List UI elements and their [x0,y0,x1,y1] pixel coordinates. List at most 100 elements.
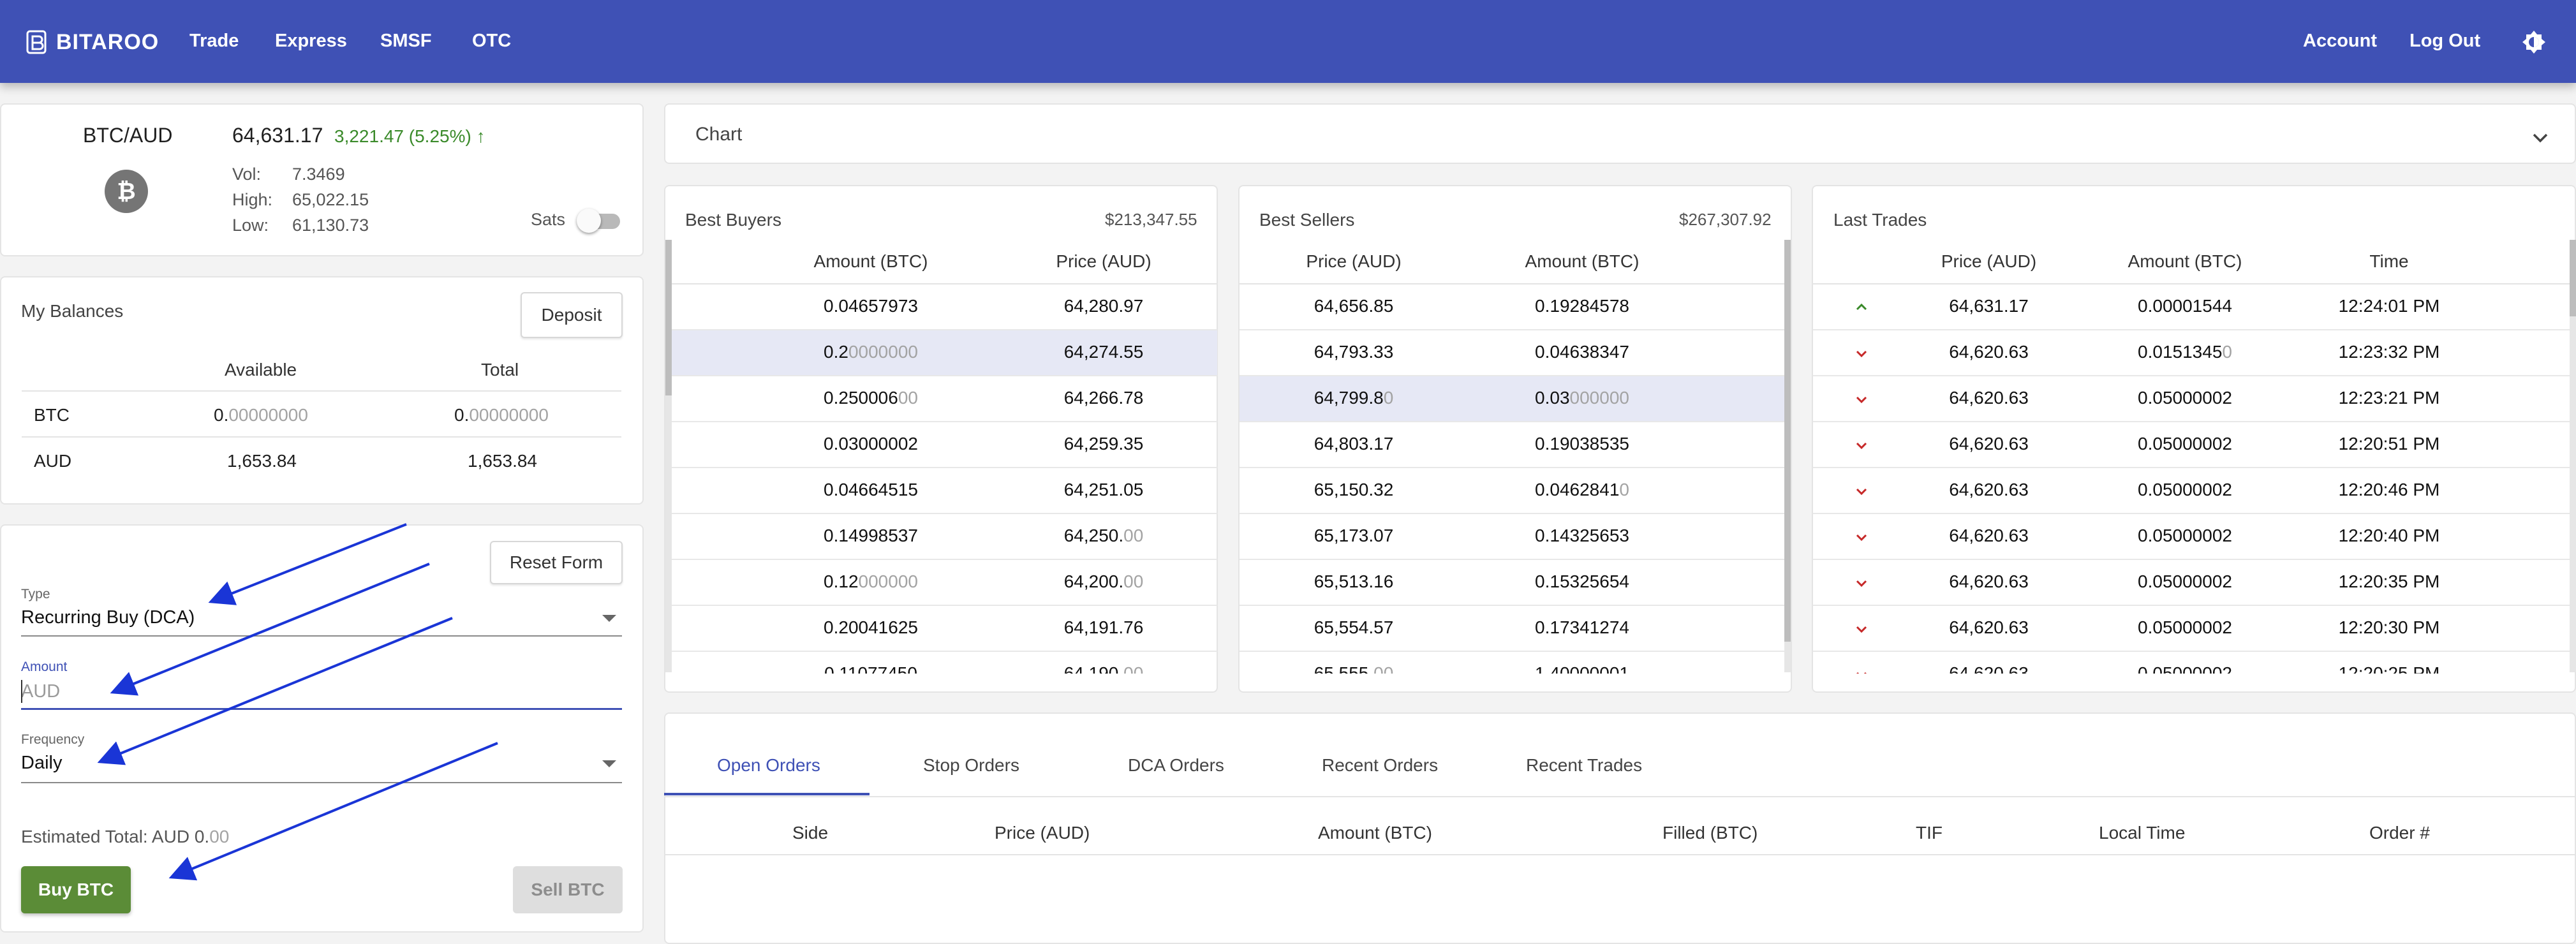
balances-row-divider [22,436,621,438]
orders-local-time-header[interactable]: Local Time [2099,823,2186,843]
nav-trade[interactable]: Trade [189,31,239,51]
best-buyers-title: Best Buyers [685,210,781,230]
trade-row[interactable]: 64,620.63 0.05000002 12:20:25 PM [1813,652,2570,674]
buyer-row[interactable]: 0.20000000 64,274.55 [671,330,1217,376]
trade-time: 12:23:21 PM [2338,388,2440,408]
buyer-row[interactable]: 0.25000600 64,266.78 [671,376,1217,422]
seller-row[interactable]: 64,656.85 0.19284578 [1240,284,1785,330]
tab-recent-trades[interactable]: Recent Trades [1526,755,1643,775]
orders-tif-header[interactable]: TIF [1916,823,1943,843]
tab-open-orders[interactable]: Open Orders [717,755,820,775]
trade-time: 12:20:46 PM [2338,480,2440,499]
best-buyers-total: $213,347.55 [1105,210,1197,229]
trade-row[interactable]: 64,620.63 0.05000002 12:20:40 PM [1813,514,2570,560]
buyers-amount-header[interactable]: Amount (BTC) [813,251,928,271]
type-dropdown-caret-icon[interactable] [602,615,616,622]
buyer-row[interactable]: 0.20041625 64,191.76 [671,606,1217,652]
buyers-scrollbar-thumb[interactable] [665,240,672,395]
buyer-row[interactable]: 0.04664515 64,251.05 [671,468,1217,514]
trade-row[interactable]: 64,620.63 0.05000002 12:20:35 PM [1813,560,2570,606]
balances-title: My Balances [21,301,124,321]
deposit-button[interactable]: Deposit [521,292,623,338]
seller-row[interactable]: 64,793.33 0.04638347 [1240,330,1785,376]
type-select-value[interactable]: Recurring Buy (DCA) [21,607,195,628]
seller-row[interactable]: 65,554.57 0.17341274 [1240,606,1785,652]
tab-dca-orders[interactable]: DCA Orders [1128,755,1224,775]
buyer-row[interactable]: 0.12000000 64,200.00 [671,560,1217,606]
estimated-total: Estimated Total: AUD 0.00 [21,827,230,846]
nav-express[interactable]: Express [275,31,347,51]
tabs-divider [665,796,2576,797]
seller-amount: 0.04628410 [1535,480,1629,499]
nav-smsf[interactable]: SMSF [380,31,432,51]
nav-account[interactable]: Account [2303,31,2377,51]
trade-row[interactable]: 64,620.63 0.05000002 12:23:21 PM [1813,376,2570,422]
seller-row[interactable]: 65,513.16 0.15325654 [1240,560,1785,606]
buyer-row[interactable]: 0.14998537 64,250.00 [671,514,1217,560]
chevron-down-icon[interactable] [2530,128,2550,148]
trades-time-header: Time [2369,251,2409,271]
seller-amount: 0.04638347 [1535,342,1629,362]
seller-row[interactable]: 65,555.00 1.40000001 [1240,652,1785,674]
trade-row[interactable]: 64,620.63 0.01513450 12:23:32 PM [1813,330,2570,376]
buyers-scrollbar-track[interactable] [665,240,672,672]
buyer-row[interactable]: 0.04657973 64,280.97 [671,284,1217,330]
reset-form-button[interactable]: Reset Form [490,541,623,584]
buyer-row[interactable]: 0.03000002 64,259.35 [671,422,1217,468]
seller-amount: 0.17341274 [1535,617,1629,637]
trade-row[interactable]: 64,620.63 0.05000002 12:20:46 PM [1813,468,2570,514]
brand-name: BITAROO [56,29,159,54]
seller-row[interactable]: 65,173.07 0.14325653 [1240,514,1785,560]
volume-value: 7.3469 [292,165,345,184]
sellers-scrollbar-thumb[interactable] [1784,240,1791,642]
sellers-amount-header[interactable]: Amount (BTC) [1525,251,1640,271]
seller-row[interactable]: 65,150.32 0.04628410 [1240,468,1785,514]
brand-logo[interactable]: BITAROO [26,28,159,56]
amount-input[interactable] [21,679,614,704]
trade-time: 12:20:40 PM [2338,526,2440,545]
chart-panel[interactable] [664,103,2576,164]
seller-amount: 0.03000000 [1535,388,1629,408]
trade-amount: 0.05000002 [2138,617,2232,637]
sell-btc-button[interactable]: Sell BTC [513,866,623,913]
trades-rows: 64,631.17 0.00001544 12:24:01 PM 64,620.63 0… [1813,284,2570,674]
trade-time: 12:23:32 PM [2338,342,2440,362]
trade-row[interactable]: 64,631.17 0.00001544 12:24:01 PM [1813,284,2570,330]
theme-toggle-icon[interactable] [2521,29,2547,55]
trade-row[interactable]: 64,620.63 0.05000002 12:20:30 PM [1813,606,2570,652]
arrow-up-icon: ↑ [476,126,485,146]
orders-amount-header[interactable]: Amount (BTC) [1318,823,1432,843]
buyer-row[interactable]: 0.11077450 64,190.00 [671,652,1217,674]
seller-amount: 0.19284578 [1535,296,1629,316]
frequency-dropdown-caret-icon[interactable] [602,760,616,767]
nav-otc[interactable]: OTC [472,31,512,51]
sellers-rows: 64,656.85 0.19284578 64,793.33 0.04638347 64… [1240,284,1785,674]
buyers-rows: 0.04657973 64,280.97 0.20000000 64,274.55 0.… [671,284,1217,674]
tab-recent-orders[interactable]: Recent Orders [1322,755,1439,775]
buy-btc-button[interactable]: Buy BTC [21,866,131,913]
type-select-underline [21,635,622,637]
seller-price: 64,803.17 [1314,434,1394,454]
seller-price: 65,150.32 [1314,480,1394,499]
orders-filled-header[interactable]: Filled (BTC) [1662,823,1758,843]
buyer-price: 64,200.00 [1063,572,1144,591]
buyers-price-header[interactable]: Price (AUD) [1056,251,1151,271]
trades-scrollbar-track[interactable] [2570,240,2576,672]
frequency-select-value[interactable]: Daily [21,753,63,773]
orders-side-header[interactable]: Side [792,823,829,843]
nav-logout[interactable]: Log Out [2409,31,2481,51]
orders-number-header[interactable]: Order # [2369,823,2430,843]
tab-stop-orders[interactable]: Stop Orders [923,755,1019,775]
trades-amount-header: Amount (BTC) [2128,251,2242,271]
sats-toggle[interactable] [577,209,623,233]
trade-amount: 0.05000002 [2138,388,2232,408]
orders-price-header[interactable]: Price (AUD) [995,823,1090,843]
seller-price: 64,656.85 [1314,296,1394,316]
sellers-price-header[interactable]: Price (AUD) [1306,251,1402,271]
buyer-amount: 0.14998537 [824,526,918,545]
seller-row[interactable]: 64,803.17 0.19038535 [1240,422,1785,468]
trade-row[interactable]: 64,620.63 0.05000002 12:20:51 PM [1813,422,2570,468]
seller-row[interactable]: 64,799.80 0.03000000 [1240,376,1785,422]
trades-scrollbar-thumb[interactable] [2570,240,2576,316]
buyer-amount: 0.25000600 [824,388,918,408]
